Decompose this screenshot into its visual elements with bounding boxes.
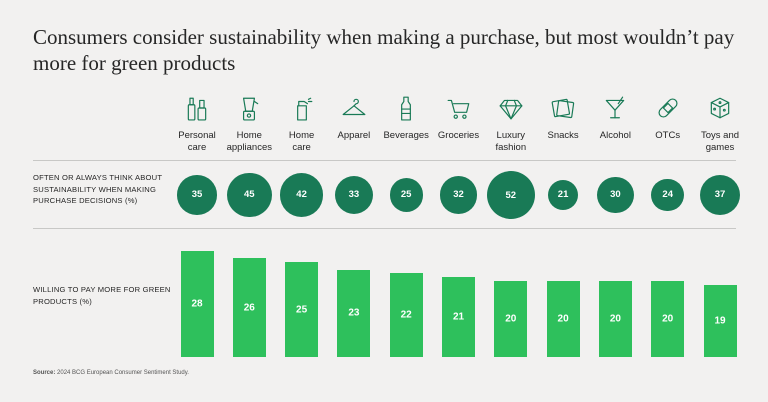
bar-value: 25 [296,304,308,315]
source-note: Source: 2024 BCG European Consumer Senti… [33,370,189,376]
category-label: Apparel [337,130,371,141]
category-0: Personal care [167,95,227,154]
cocktail-icon [606,96,625,119]
category-9: OTCs [638,95,698,142]
dice-icon [710,97,730,119]
category-label: Personal care [178,130,216,153]
bubble-value: 42 [296,189,307,201]
bar-value: 26 [243,302,255,314]
bubble-value: 21 [557,189,569,201]
bar-value: 28 [191,298,203,310]
category-4: Beverages [376,95,436,142]
category-1: Home appliances [219,95,279,154]
bubble-5: 32 [439,176,478,214]
category-7: Snacks [533,95,593,142]
category-3: Apparel [324,95,384,142]
bubble-6: 52 [486,171,535,219]
hanger-icon [342,98,366,116]
category-label: Luxury fashion [495,130,527,153]
bar-5: 21 [442,277,475,357]
bandage-icon [658,98,678,118]
bar-0: 28 [180,250,214,357]
bar-value: 20 [505,313,517,325]
bar-value: 21 [452,311,465,323]
cart-icon [447,99,469,119]
bubble-value: 45 [244,189,255,201]
bubble-7: 21 [547,179,579,211]
bar-2: 25 [285,262,319,357]
category-5: Groceries [429,95,489,142]
category-label: Alcohol [599,130,631,141]
category-label: Groceries [437,130,480,141]
bar-7: 20 [546,281,580,357]
bottle-icon [401,96,412,121]
bar-1: 26 [232,258,266,357]
chart-title: Consumers consider sustainability when m… [33,25,735,75]
spray-bottle-icon [296,97,312,121]
bubble-value: 24 [662,189,673,201]
bar-row-label: WILLING TO PAY MORE FOR GREEN PRODUCTS (… [33,285,171,306]
bar-value: 20 [609,313,621,325]
category-6: Luxury fashion [481,95,541,154]
bubble-value: 52 [505,189,517,201]
bar-value: 19 [714,315,726,327]
bubble-value: 25 [400,189,412,201]
category-label: Beverages [383,130,429,141]
category-label: Snacks [547,130,579,141]
bar-8: 20 [598,281,632,357]
bar-value: 23 [348,307,360,319]
bubble-row-label: OFTEN OR ALWAYS THINK ABOUT SUSTAINABILI… [33,173,163,205]
blender-icon [243,97,259,121]
bubble-value: 30 [610,189,621,201]
bubble-3: 33 [334,175,373,215]
divider-middle [33,228,736,229]
category-8: Alcohol [585,95,645,142]
personal-care-icon [187,97,207,121]
category-label: Home appliances [226,130,272,153]
bar-3: 23 [337,269,371,357]
bubble-value: 32 [453,189,464,201]
divider-top [33,160,736,161]
bubble-value: 37 [714,189,726,201]
category-label: OTCs [655,130,681,141]
bubble-4: 25 [389,178,423,212]
bubble-2: 42 [280,173,324,217]
bar-9: 20 [651,281,685,357]
bar-4: 22 [389,273,423,357]
bubble-1: 45 [226,172,272,218]
category-label: Home care [288,130,315,153]
bubble-0: 35 [177,175,217,215]
source-label: Source: [33,370,56,376]
bubble-value: 35 [191,189,203,201]
bar-6: 20 [494,281,528,357]
bar-value: 20 [662,313,674,325]
diamond-icon [499,99,523,120]
bubble-8: 30 [597,176,634,214]
cracker-icon [551,98,575,119]
category-label: Toys and games [700,130,740,153]
bar-value: 22 [400,309,412,321]
bar-10: 19 [703,284,737,357]
category-2: Home care [272,95,332,154]
bubble-value: 33 [348,189,360,201]
source-text: 2024 BCG European Consumer Sentiment Stu… [57,370,189,376]
category-10: Toys and games [690,95,750,154]
bubble-9: 24 [651,178,684,212]
bar-value: 20 [557,313,569,325]
bubble-10: 37 [699,174,741,216]
